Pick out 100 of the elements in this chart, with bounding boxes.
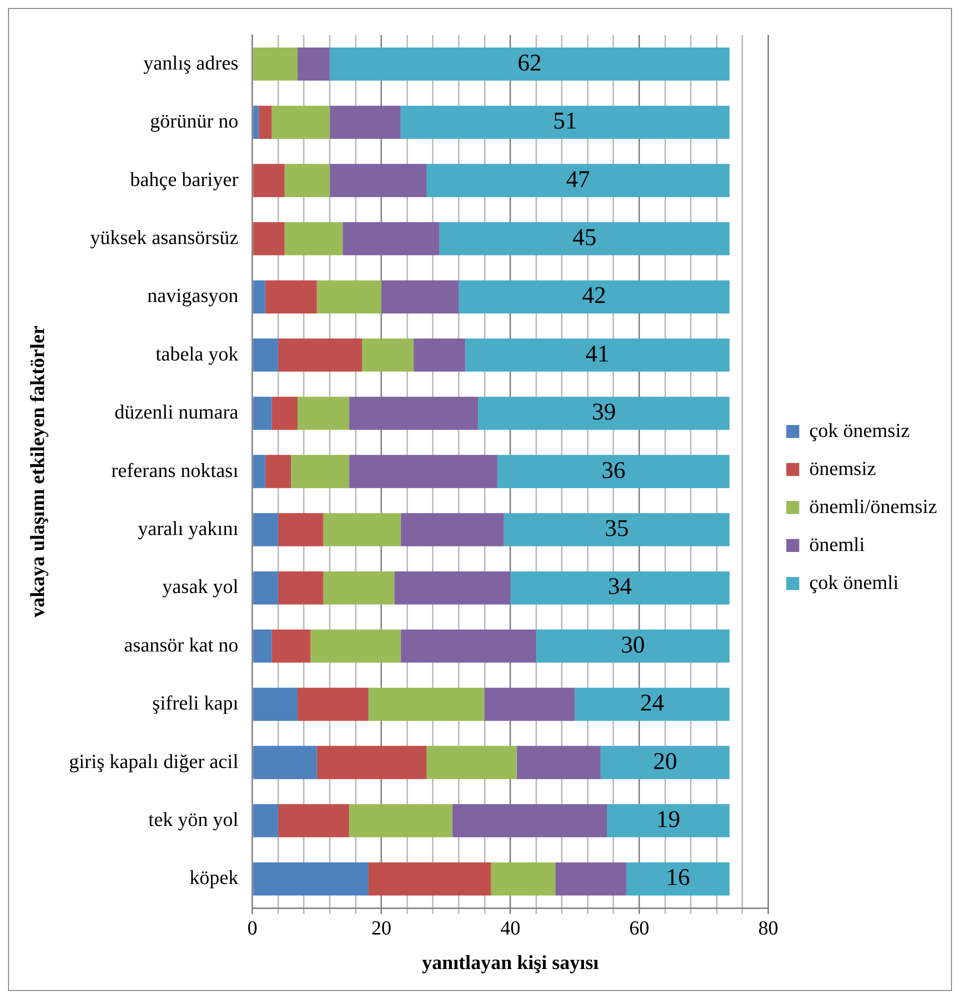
bar: [400, 106, 730, 139]
bar: [265, 454, 292, 488]
bar: [330, 164, 426, 198]
bar: [414, 338, 466, 372]
x-tick-label: 20: [371, 917, 392, 940]
bar: [362, 338, 414, 372]
bar: [298, 688, 368, 721]
data-label: 42: [582, 283, 606, 310]
bar: [253, 454, 266, 488]
bar: [497, 454, 730, 488]
x-tick-label: 60: [629, 917, 650, 940]
x-axis-title: yanıtlayan kişi sayısı: [422, 952, 600, 974]
bar: [253, 280, 266, 314]
bar: [278, 804, 350, 838]
bar: [536, 630, 730, 663]
legend-label: çok önemsiz: [809, 420, 910, 442]
bar: [458, 280, 730, 314]
y-tick-label: yasak yol: [162, 576, 239, 598]
bar: [253, 862, 368, 896]
bar: [323, 571, 394, 604]
bar: [330, 48, 730, 81]
bar: [253, 396, 272, 430]
data-label: 36: [601, 458, 626, 484]
bar: [272, 106, 330, 139]
bar: [272, 630, 310, 663]
bar: [516, 746, 601, 780]
bar: [349, 396, 478, 430]
bar: [600, 746, 730, 780]
bar: [253, 688, 298, 721]
bar: [253, 106, 259, 139]
bar: [452, 804, 608, 838]
data-label: 19: [656, 806, 680, 833]
data-label: 30: [620, 632, 645, 658]
bar: [253, 338, 278, 372]
bar: [253, 746, 317, 780]
bar: [555, 862, 626, 896]
bar: [510, 571, 730, 604]
bar: [310, 630, 401, 663]
bar: [253, 571, 278, 604]
bar: [291, 454, 350, 488]
bar: [574, 688, 730, 721]
data-label: 24: [640, 690, 664, 717]
bar: [342, 222, 440, 256]
bar: [400, 630, 536, 663]
bar: [272, 396, 298, 430]
bar: [349, 454, 498, 488]
bar: [253, 222, 285, 256]
bar: [478, 396, 730, 430]
data-label: 20: [653, 748, 678, 775]
y-axis-title: vakaya ulaşımı etkileyen faktörler: [27, 326, 50, 618]
y-tick-label: tabela yok: [156, 343, 238, 366]
bar: [349, 804, 452, 838]
bar: [253, 630, 272, 663]
y-tick-label: tek yön yol: [148, 808, 239, 831]
legend-label: önemli: [809, 534, 866, 556]
bar: [284, 222, 343, 256]
y-tick-label: şifreli kapı: [152, 692, 239, 715]
bar: [258, 106, 272, 139]
bar: [484, 688, 575, 721]
data-label: 47: [566, 166, 590, 193]
bar: [368, 862, 491, 896]
bar: [490, 862, 556, 896]
bar: [278, 571, 324, 604]
y-tick-label: giriş kapalı diğer acil: [68, 750, 239, 773]
data-label: 45: [572, 224, 596, 251]
y-tick-label: yanlış adres: [143, 52, 239, 74]
bar: [298, 48, 330, 81]
y-tick-label: bahçe bariyer: [130, 168, 239, 191]
y-tick-label: yüksek asansörsüz: [90, 226, 238, 249]
bar: [298, 396, 350, 430]
bar: [316, 280, 382, 314]
bar: [381, 280, 459, 314]
bar: [284, 164, 330, 198]
bar: [394, 571, 510, 604]
y-tick-label: navigasyon: [147, 285, 238, 308]
data-label: 41: [585, 341, 610, 368]
bar: [278, 513, 324, 546]
bar: [253, 164, 285, 198]
bar: [607, 804, 730, 838]
bar: [465, 338, 730, 372]
bar: [253, 513, 278, 546]
y-tick-label: köpek: [189, 867, 238, 890]
data-label: 34: [608, 574, 632, 600]
data-label: 16: [666, 865, 690, 892]
y-tick-label: düzenli numara: [114, 402, 238, 424]
bar: [316, 746, 426, 780]
data-label: 35: [604, 516, 629, 542]
legend-label: çok önemli: [809, 572, 900, 594]
data-label: 51: [553, 108, 578, 135]
y-tick-label: yaralı yakını: [138, 518, 239, 540]
x-tick-label: 40: [500, 917, 520, 940]
x-tick-label: 0: [247, 917, 258, 940]
y-tick-label: görünür no: [150, 110, 238, 133]
bar: [265, 280, 317, 314]
legend-label: önemsiz: [809, 458, 876, 480]
y-tick-label: referans noktası: [111, 460, 239, 482]
legend-label: önemli/önemsiz: [809, 496, 938, 518]
bar: [323, 513, 401, 546]
x-tick-label: 80: [758, 917, 778, 940]
bar: [400, 513, 504, 546]
